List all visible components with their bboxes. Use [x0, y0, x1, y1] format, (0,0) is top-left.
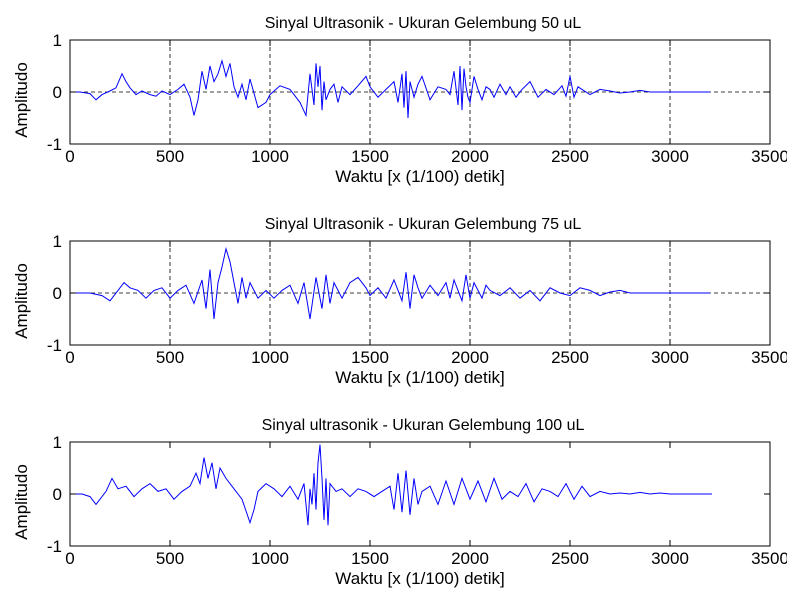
x-tick-label: 3000 — [651, 348, 689, 367]
x-axis-label: Waktu [x (1/100) detik] — [335, 569, 504, 588]
x-tick-label: 3000 — [651, 147, 689, 166]
x-tick-label: 3500 — [751, 147, 787, 166]
y-axis-label: Amplitudo — [12, 263, 31, 339]
chart-title: Sinyal Ultrasonik - Ukuran Gelembung 50 … — [265, 15, 582, 32]
x-tick-label: 2500 — [551, 549, 589, 568]
x-tick-label: 500 — [156, 147, 184, 166]
x-tick-label: 0 — [65, 549, 74, 568]
series-line — [70, 58, 710, 119]
x-tick-label: 0 — [65, 147, 74, 166]
y-tick-label: 0 — [53, 284, 62, 303]
x-tick-label: 1500 — [351, 147, 389, 166]
y-tick-label: 0 — [53, 485, 62, 504]
y-tick-label: 1 — [53, 433, 62, 452]
x-tick-label: 1500 — [351, 348, 389, 367]
x-tick-label: 1500 — [351, 549, 389, 568]
series-line — [70, 444, 712, 526]
x-tick-label: 3000 — [651, 549, 689, 568]
x-tick-label: 3500 — [751, 549, 787, 568]
x-axis-label: Waktu [x (1/100) detik] — [335, 368, 504, 387]
x-tick-label: 500 — [156, 549, 184, 568]
chart-title: Sinyal Ultrasonik - Ukuran Gelembung 75 … — [265, 216, 582, 233]
y-tick-label: 1 — [53, 232, 62, 251]
y-tick-label: -1 — [47, 336, 62, 355]
x-tick-label: 2000 — [451, 147, 489, 166]
x-tick-label: 1000 — [251, 147, 289, 166]
x-tick-label: 0 — [65, 348, 74, 367]
x-tick-label: 2500 — [551, 147, 589, 166]
x-tick-label: 2000 — [451, 348, 489, 367]
series-line — [70, 246, 710, 320]
x-tick-label: 1000 — [251, 549, 289, 568]
y-tick-label: -1 — [47, 537, 62, 556]
y-axis-label: Amplitudo — [12, 62, 31, 138]
x-tick-label: 2500 — [551, 348, 589, 367]
y-tick-label: -1 — [47, 135, 62, 154]
x-tick-label: 1000 — [251, 348, 289, 367]
x-axis-label: Waktu [x (1/100) detik] — [335, 167, 504, 186]
x-tick-label: 3500 — [751, 348, 787, 367]
y-axis-label: Amplitudo — [12, 464, 31, 540]
chart-title: Sinyal ultrasonik - Ukuran Gelembung 100… — [262, 417, 585, 434]
y-tick-label: 1 — [53, 31, 62, 50]
x-tick-label: 500 — [156, 348, 184, 367]
y-tick-label: 0 — [53, 83, 62, 102]
x-tick-label: 2000 — [451, 549, 489, 568]
